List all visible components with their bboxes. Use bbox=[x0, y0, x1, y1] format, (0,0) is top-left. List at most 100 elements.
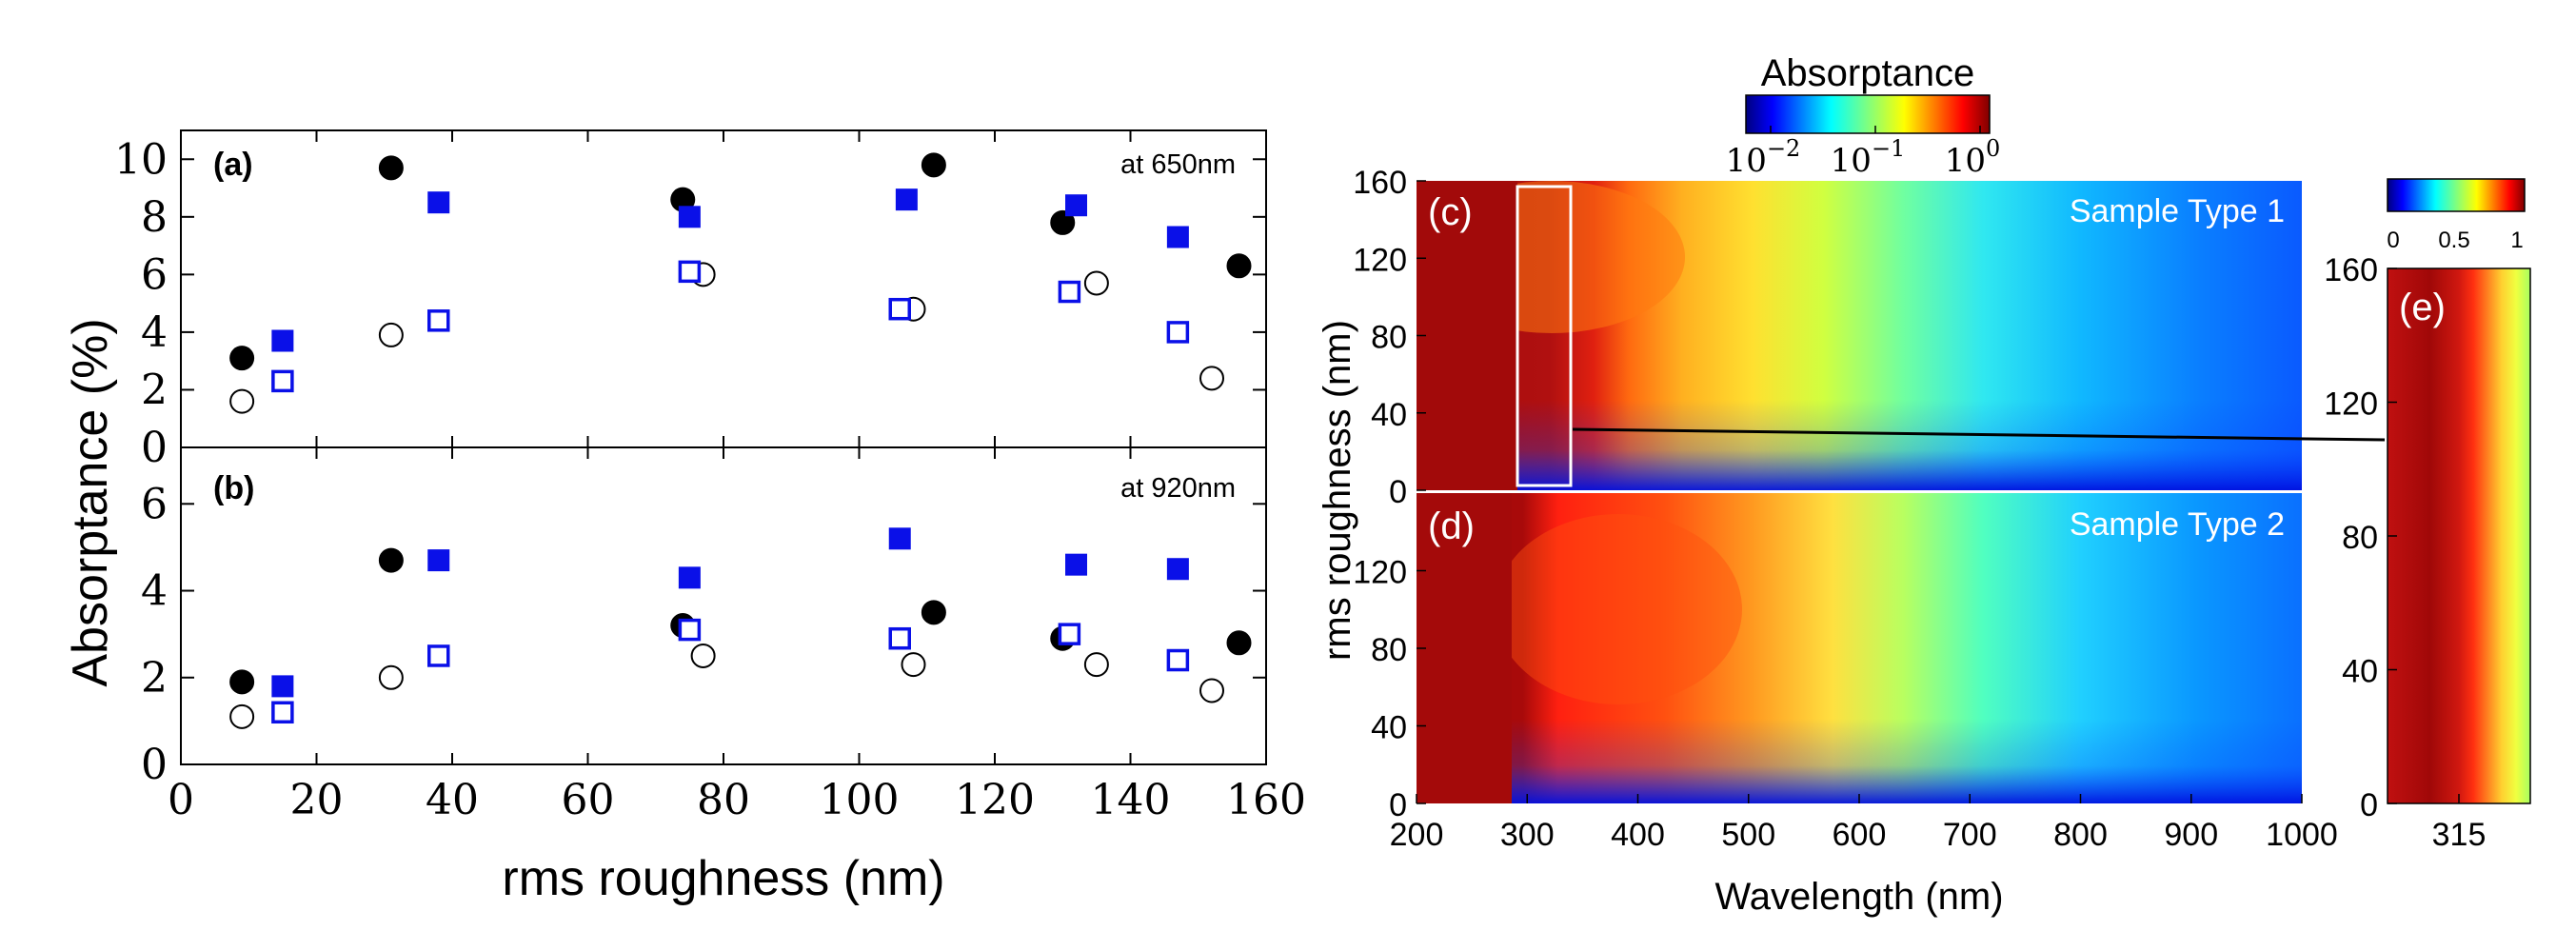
y-tick-label: 40 bbox=[1371, 710, 1407, 746]
y-tick-label: 2 bbox=[141, 654, 168, 703]
y-tick-label: 2 bbox=[141, 366, 168, 414]
panel-c-label: (c) bbox=[1428, 191, 1473, 233]
marker-filled-square bbox=[1166, 558, 1189, 581]
panel-a-label: (a) bbox=[213, 147, 253, 183]
x-tick-label: 300 bbox=[1500, 817, 1555, 853]
x-tick-label: 40 bbox=[426, 776, 479, 824]
marker-open-circle bbox=[378, 322, 404, 347]
zoom-connector-line bbox=[1572, 427, 2386, 442]
panel-c-annotation: Sample Type 1 bbox=[2070, 193, 2285, 229]
marker-open-square bbox=[271, 369, 294, 393]
marker-filled-square bbox=[895, 188, 918, 211]
marker-open-circle bbox=[229, 703, 255, 729]
marker-filled-square bbox=[427, 549, 450, 572]
y-tick-label: 0 bbox=[141, 741, 168, 789]
x-tick-label: 60 bbox=[562, 776, 615, 824]
x-tick-label: 0 bbox=[168, 776, 194, 824]
y-tick-label: 4 bbox=[141, 308, 168, 357]
marker-filled-square bbox=[678, 206, 701, 228]
panel-a-axes: 0 2 4 6 8 10 bbox=[114, 130, 1267, 472]
marker-open-square bbox=[1058, 280, 1081, 304]
marker-open-circle bbox=[1199, 678, 1224, 703]
y-tick-label: 0 bbox=[1389, 474, 1407, 510]
y-tick-label: 80 bbox=[1371, 632, 1407, 668]
x-tick-label: 500 bbox=[1721, 817, 1775, 853]
y-tick-label: 80 bbox=[2342, 520, 2378, 556]
x-tick-label: 20 bbox=[290, 776, 344, 824]
y-tick-label: 120 bbox=[1353, 555, 1407, 591]
colorbar-log: Absorptance 10−2 10−1 100 bbox=[1726, 52, 2001, 180]
marker-open-square bbox=[678, 260, 702, 284]
panel-a-marks bbox=[229, 152, 1252, 414]
marker-open-square bbox=[678, 618, 702, 642]
marker-filled-square bbox=[271, 675, 294, 698]
colorbar-tick-label: 10−2 bbox=[1726, 135, 1801, 180]
marker-filled-circle bbox=[378, 155, 404, 181]
heatmap-panel-c: (c) Sample Type 1 0 40 80 120 160 bbox=[1353, 165, 2302, 510]
marker-open-square bbox=[427, 644, 450, 667]
panel-d-label: (d) bbox=[1428, 505, 1475, 547]
marker-open-square bbox=[1166, 648, 1190, 672]
y-tick-label: 8 bbox=[141, 193, 168, 242]
y-tick-label: 160 bbox=[2324, 252, 2378, 288]
y-tick-label: 4 bbox=[141, 567, 168, 616]
colorbar-linear-gradient bbox=[2387, 178, 2526, 212]
panel-b-label: (b) bbox=[213, 470, 254, 506]
y-tick-label: 6 bbox=[141, 480, 168, 528]
marker-open-circle bbox=[901, 652, 926, 678]
marker-open-circle bbox=[229, 388, 255, 414]
y-tick-label: 160 bbox=[1353, 165, 1407, 201]
x-tick-label: 140 bbox=[1091, 776, 1171, 824]
x-tick-label: 315 bbox=[2432, 817, 2487, 853]
marker-open-circle bbox=[378, 664, 404, 690]
marker-filled-square bbox=[1065, 553, 1087, 576]
highlight-box bbox=[1516, 185, 1573, 487]
heatmap-e-fill bbox=[2388, 268, 2530, 803]
colorbar-linear-ticks: 0 0.5 1 bbox=[2387, 228, 2523, 253]
y-tick-label: 0 bbox=[1389, 787, 1407, 823]
heatmap-d-bottom-band bbox=[1417, 719, 2302, 803]
x-tick-label: 400 bbox=[1611, 817, 1665, 853]
y-tick-label: 80 bbox=[1371, 320, 1407, 356]
y-tick-label: 0 bbox=[2360, 787, 2378, 823]
left-y-axis-label: Absorptance (%) bbox=[63, 318, 118, 686]
marker-open-square bbox=[271, 701, 294, 724]
marker-open-square bbox=[888, 297, 911, 321]
colorbar-linear-tick-label: 1 bbox=[2510, 228, 2523, 253]
marker-open-square bbox=[888, 626, 911, 650]
x-tick-label: 1000 bbox=[2266, 817, 2338, 853]
marker-filled-square bbox=[1065, 194, 1087, 217]
colorbar-tick-label: 10−1 bbox=[1831, 135, 1906, 180]
right-x-axis-label: Wavelength (nm) bbox=[1714, 876, 2003, 918]
marker-open-square bbox=[427, 309, 450, 332]
x-tick-label: 600 bbox=[1833, 817, 1887, 853]
marker-open-square bbox=[1166, 321, 1190, 344]
panel-d-annotation: Sample Type 2 bbox=[2070, 506, 2285, 543]
colorbar-log-ticks: 10−2 10−1 100 bbox=[1726, 126, 2000, 180]
x-tick-label: 800 bbox=[2053, 817, 2108, 853]
x-tick-label: 200 bbox=[1390, 817, 1444, 853]
marker-filled-circle bbox=[1050, 209, 1076, 235]
panel-a-annotation: at 650nm bbox=[1120, 149, 1236, 180]
heatmap-panel-d: (d) Sample Type 2 0 40 80 120 200 300 400 500 60… bbox=[1317, 320, 2338, 918]
marker-filled-circle bbox=[921, 600, 946, 625]
colorbar-log-gradient bbox=[1745, 94, 1991, 134]
heatmap-d-uv-band bbox=[1417, 493, 1512, 803]
x-tick-label: 900 bbox=[2164, 817, 2218, 853]
marker-open-square bbox=[1058, 623, 1081, 645]
panel-c-axes: 0 40 80 120 160 bbox=[1353, 165, 1426, 510]
panel-b-marks bbox=[229, 527, 1252, 729]
y-tick-label: 40 bbox=[2342, 654, 2378, 690]
panel-d-axes: 0 40 80 120 200 300 400 500 600 700 800 900 1000 bbox=[1353, 555, 2338, 854]
marker-filled-circle bbox=[1226, 630, 1252, 656]
colorbar-title: Absorptance bbox=[1761, 52, 1975, 94]
marker-filled-square bbox=[678, 566, 701, 589]
marker-open-circle bbox=[690, 643, 716, 668]
y-tick-label: 10 bbox=[114, 135, 168, 184]
marker-filled-circle bbox=[921, 152, 946, 178]
y-tick-label: 120 bbox=[2324, 386, 2378, 423]
panel-b-frame bbox=[180, 446, 1267, 765]
